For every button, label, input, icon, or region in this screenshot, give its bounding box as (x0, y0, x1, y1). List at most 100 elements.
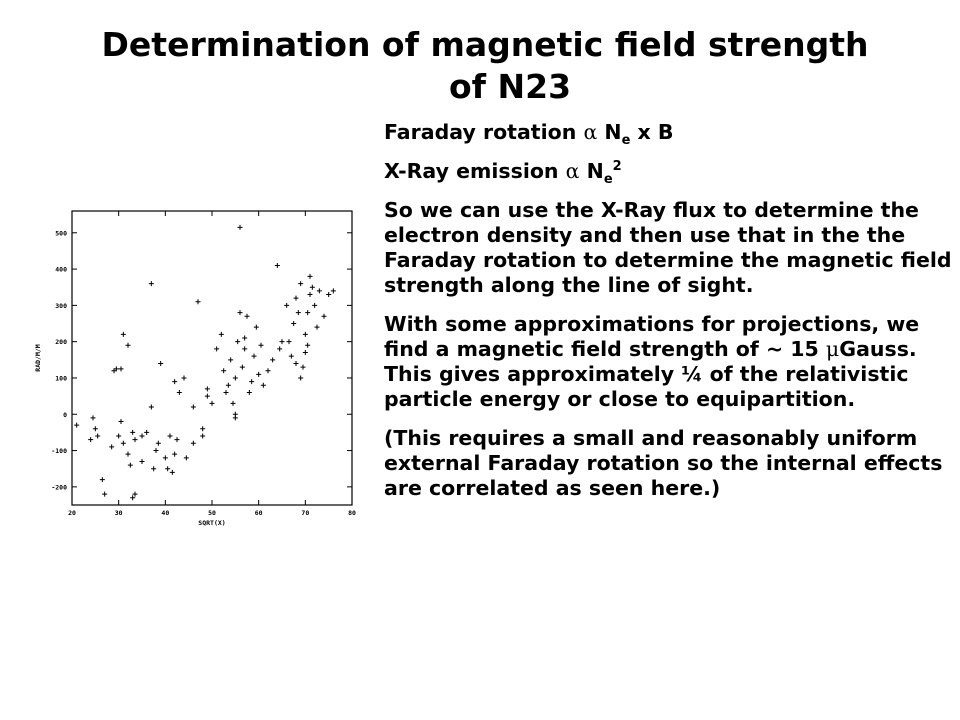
data-point (228, 357, 234, 363)
data-point (120, 331, 126, 337)
data-point (172, 379, 178, 385)
data-point (169, 469, 175, 475)
x-tick-label: 80 (348, 509, 356, 517)
data-point (242, 346, 248, 352)
y-tick-label: 0 (63, 411, 67, 419)
data-point (286, 339, 292, 345)
data-point (132, 437, 138, 443)
data-point (118, 419, 124, 425)
alpha-symbol: α (565, 159, 580, 183)
y-tick-label: 400 (55, 266, 67, 274)
data-point (148, 281, 154, 287)
data-point (253, 324, 259, 330)
data-point (321, 313, 327, 319)
data-point (190, 404, 196, 410)
plot-frame (71, 210, 353, 506)
data-point (174, 437, 180, 443)
data-point (223, 389, 229, 395)
data-point (237, 224, 243, 230)
alpha-symbol: α (583, 120, 598, 144)
title-line-1: Determination of magnetic field strength (101, 25, 869, 64)
data-point (258, 342, 264, 348)
data-point (305, 310, 311, 316)
data-point (204, 386, 210, 392)
data-point (312, 302, 318, 308)
x-tick-label: 70 (301, 509, 309, 517)
data-point (293, 360, 299, 366)
y-tick-label: 500 (55, 229, 67, 237)
data-point (326, 291, 332, 297)
paragraph-caveat: (This requires a small and reasonably un… (384, 426, 943, 500)
data-point (99, 477, 105, 483)
data-point (251, 353, 257, 359)
data-point (88, 437, 94, 443)
data-point (109, 444, 115, 450)
xray-relation: X-Ray emission α Ne2 (384, 159, 622, 188)
data-point (298, 375, 304, 381)
data-point (92, 426, 98, 432)
title-line-2: of N23 (448, 67, 572, 106)
y-tick-label: 100 (55, 374, 67, 382)
data-point (162, 455, 168, 461)
y-tick-label: 200 (55, 338, 67, 346)
y-tick-label: -100 (51, 447, 67, 455)
data-point (225, 382, 231, 388)
data-point (314, 324, 320, 330)
data-point (120, 440, 126, 446)
data-point (284, 302, 290, 308)
data-point (209, 400, 215, 406)
data-point (230, 400, 236, 406)
x-tick-label: 50 (208, 509, 216, 517)
data-point (293, 295, 299, 301)
data-point (132, 491, 138, 497)
data-point (274, 262, 280, 268)
data-point (200, 433, 206, 439)
data-point (260, 382, 266, 388)
data-point (155, 440, 161, 446)
data-point (302, 350, 308, 356)
data-point (190, 440, 196, 446)
data-point (95, 433, 101, 439)
data-point (295, 310, 301, 316)
faraday-relation: Faraday rotation α Ne x B (384, 120, 674, 149)
data-point (298, 281, 304, 287)
data-point (300, 364, 306, 370)
plot-ticks: 20 30 40 50 60 70 80 -200 -100 0 100 200 300 400 500 (51, 211, 356, 517)
text-column: Faraday rotation α Ne x B X-Ray emission… (384, 120, 954, 515)
data-point (90, 415, 96, 421)
data-point (302, 331, 308, 337)
data-point (118, 366, 124, 372)
data-point (183, 455, 189, 461)
paragraph-method: So we can use the X-Ray flux to determin… (384, 198, 952, 297)
scatter-plot: 20 30 40 50 60 70 80 -200 -100 0 100 200 300 400 500 S… (34, 210, 356, 527)
data-point (307, 291, 313, 297)
data-point (204, 393, 210, 399)
data-point (242, 335, 248, 341)
data-point (214, 346, 220, 352)
data-point (244, 313, 250, 319)
data-point (309, 284, 315, 290)
data-point (277, 346, 283, 352)
data-point (130, 495, 136, 501)
plot-border (71, 210, 353, 506)
data-point (158, 360, 164, 366)
data-point (125, 451, 131, 457)
data-point (246, 389, 252, 395)
data-point (195, 299, 201, 305)
data-point (74, 422, 80, 428)
paragraph-result: With some approximations for projections… (384, 312, 920, 411)
x-axis-label: SQRT(X) (198, 519, 225, 527)
data-point (144, 429, 150, 435)
y-tick-label: 300 (55, 302, 67, 310)
data-point (167, 433, 173, 439)
data-point (200, 426, 206, 432)
data-point (305, 342, 311, 348)
x-tick-label: 20 (68, 509, 76, 517)
data-point (249, 379, 255, 385)
data-point (139, 433, 145, 439)
data-point (218, 331, 224, 337)
data-point (116, 433, 122, 439)
plot-points (74, 224, 336, 501)
data-point (279, 339, 285, 345)
data-point (181, 375, 187, 381)
